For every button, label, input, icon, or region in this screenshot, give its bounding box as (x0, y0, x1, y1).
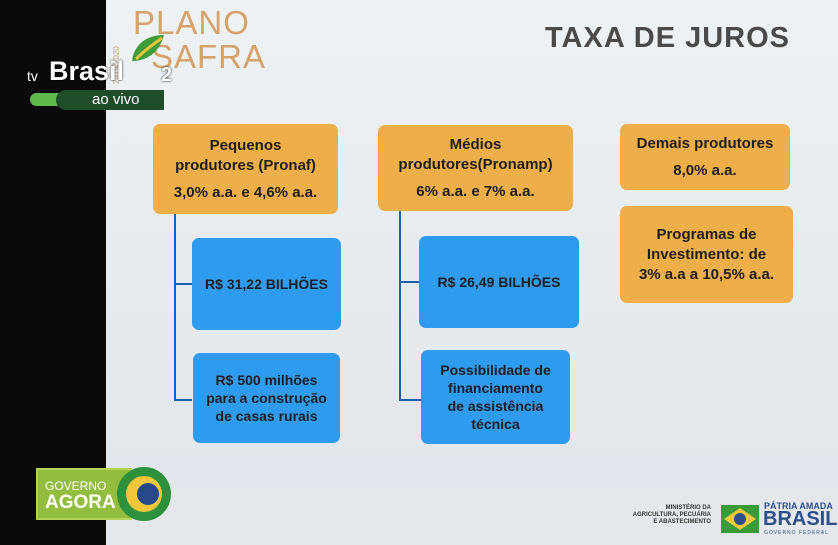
housing-line-2: para a construção (206, 390, 327, 406)
assistance-line-3: de assistência (447, 398, 544, 414)
pequenos-line-2: produtores (Pronaf) (175, 156, 316, 174)
housing-line-3: de casas rurais (215, 408, 318, 424)
agora-label: AGORA (45, 492, 116, 513)
medios-line-1: Médios (449, 135, 502, 153)
medios-rate: 6% a.a. e 7% a.a. (416, 182, 535, 200)
tv-brasil-logo: tv Brasil 2 ao vivo (27, 56, 187, 112)
connector-line (399, 210, 401, 400)
brazil-flag-icon (721, 505, 759, 533)
connector-line (174, 283, 192, 285)
assistance-line-4: técnica (471, 416, 520, 432)
ministry-line-2: AGRICULTURA, PECUÁRIA (632, 512, 711, 518)
logo-line-1: PLANO (133, 4, 250, 41)
programas-line-1: Programas de (656, 225, 757, 243)
governo-agora-bg (36, 468, 132, 520)
assistance-box: Possibilidade de financiamento de assist… (421, 350, 570, 444)
pequenos-produtores-box: Pequenos produtores (Pronaf) 3,0% a.a. e… (153, 124, 338, 214)
ministry-line-3: E ABASTECIMENTO (653, 519, 711, 525)
slide-footer-band (106, 488, 838, 545)
medios-amount: R$ 26,49 BILHÕES (437, 274, 561, 290)
plano-safra-logo: PLANO SAFRA (133, 6, 266, 74)
assistance-line-1: Possibilidade de (440, 362, 551, 378)
medios-amount-box: R$ 26,49 BILHÕES (419, 236, 579, 328)
governo-agora-logo: GOVERNO AGORA (36, 465, 176, 523)
demais-line-1: Demais produtores (636, 134, 774, 152)
programas-line-3: 3% a.a a 10,5% a.a. (638, 265, 775, 283)
housing-box: R$ 500 milhões para a construção de casa… (193, 353, 340, 443)
demais-produtores-box: Demais produtores 8,0% a.a. (620, 124, 790, 190)
connector-line (174, 214, 176, 400)
connector-line (399, 399, 421, 401)
pequenos-rate: 3,0% a.a. e 4,6% a.a. (173, 183, 318, 201)
live-badge: ao vivo (56, 90, 164, 110)
connector-line (399, 281, 419, 283)
slide-title: TAXA DE JUROS (545, 22, 791, 54)
assistance-line-2: financiamento (448, 380, 543, 396)
ministry-line-1: MINISTÉRIO DA (665, 505, 711, 511)
pequenos-line-1: Pequenos (209, 136, 282, 154)
governo-federal-label: GOVERNO FEDERAL (764, 530, 830, 536)
governo-label: GOVERNO (45, 479, 107, 493)
patria-amada-label: PÁTRIA AMADA (764, 501, 833, 511)
programas-line-2: Investimento: de (646, 245, 767, 263)
logo-line-2: SAFRA (151, 38, 267, 75)
demais-rate: 8,0% a.a. (673, 161, 737, 179)
connector-line (174, 399, 192, 401)
tv-name: Brasil (49, 56, 125, 86)
tv-prefix: tv (27, 68, 38, 84)
housing-line-1: R$ 500 milhões (215, 372, 318, 388)
medios-produtores-box: Médios produtores(Pronamp) 6% a.a. e 7% … (378, 125, 573, 211)
brasil-label: BRASIL (763, 508, 838, 530)
pequenos-amount: R$ 31,22 BILHÕES (205, 276, 328, 292)
pequenos-amount-box: R$ 31,22 BILHÕES (192, 238, 341, 330)
medios-line-2: produtores(Pronamp) (398, 155, 553, 173)
governo-agora-emblem-icon (117, 467, 171, 521)
programas-investimento-box: Programas de Investimento: de 3% a.a a 1… (620, 206, 793, 303)
ministry-label: MINISTÉRIO DA AGRICULTURA, PECUÁRIA E AB… (615, 505, 711, 526)
leaf-icon (132, 35, 164, 61)
tv-number: 2 (161, 64, 173, 86)
